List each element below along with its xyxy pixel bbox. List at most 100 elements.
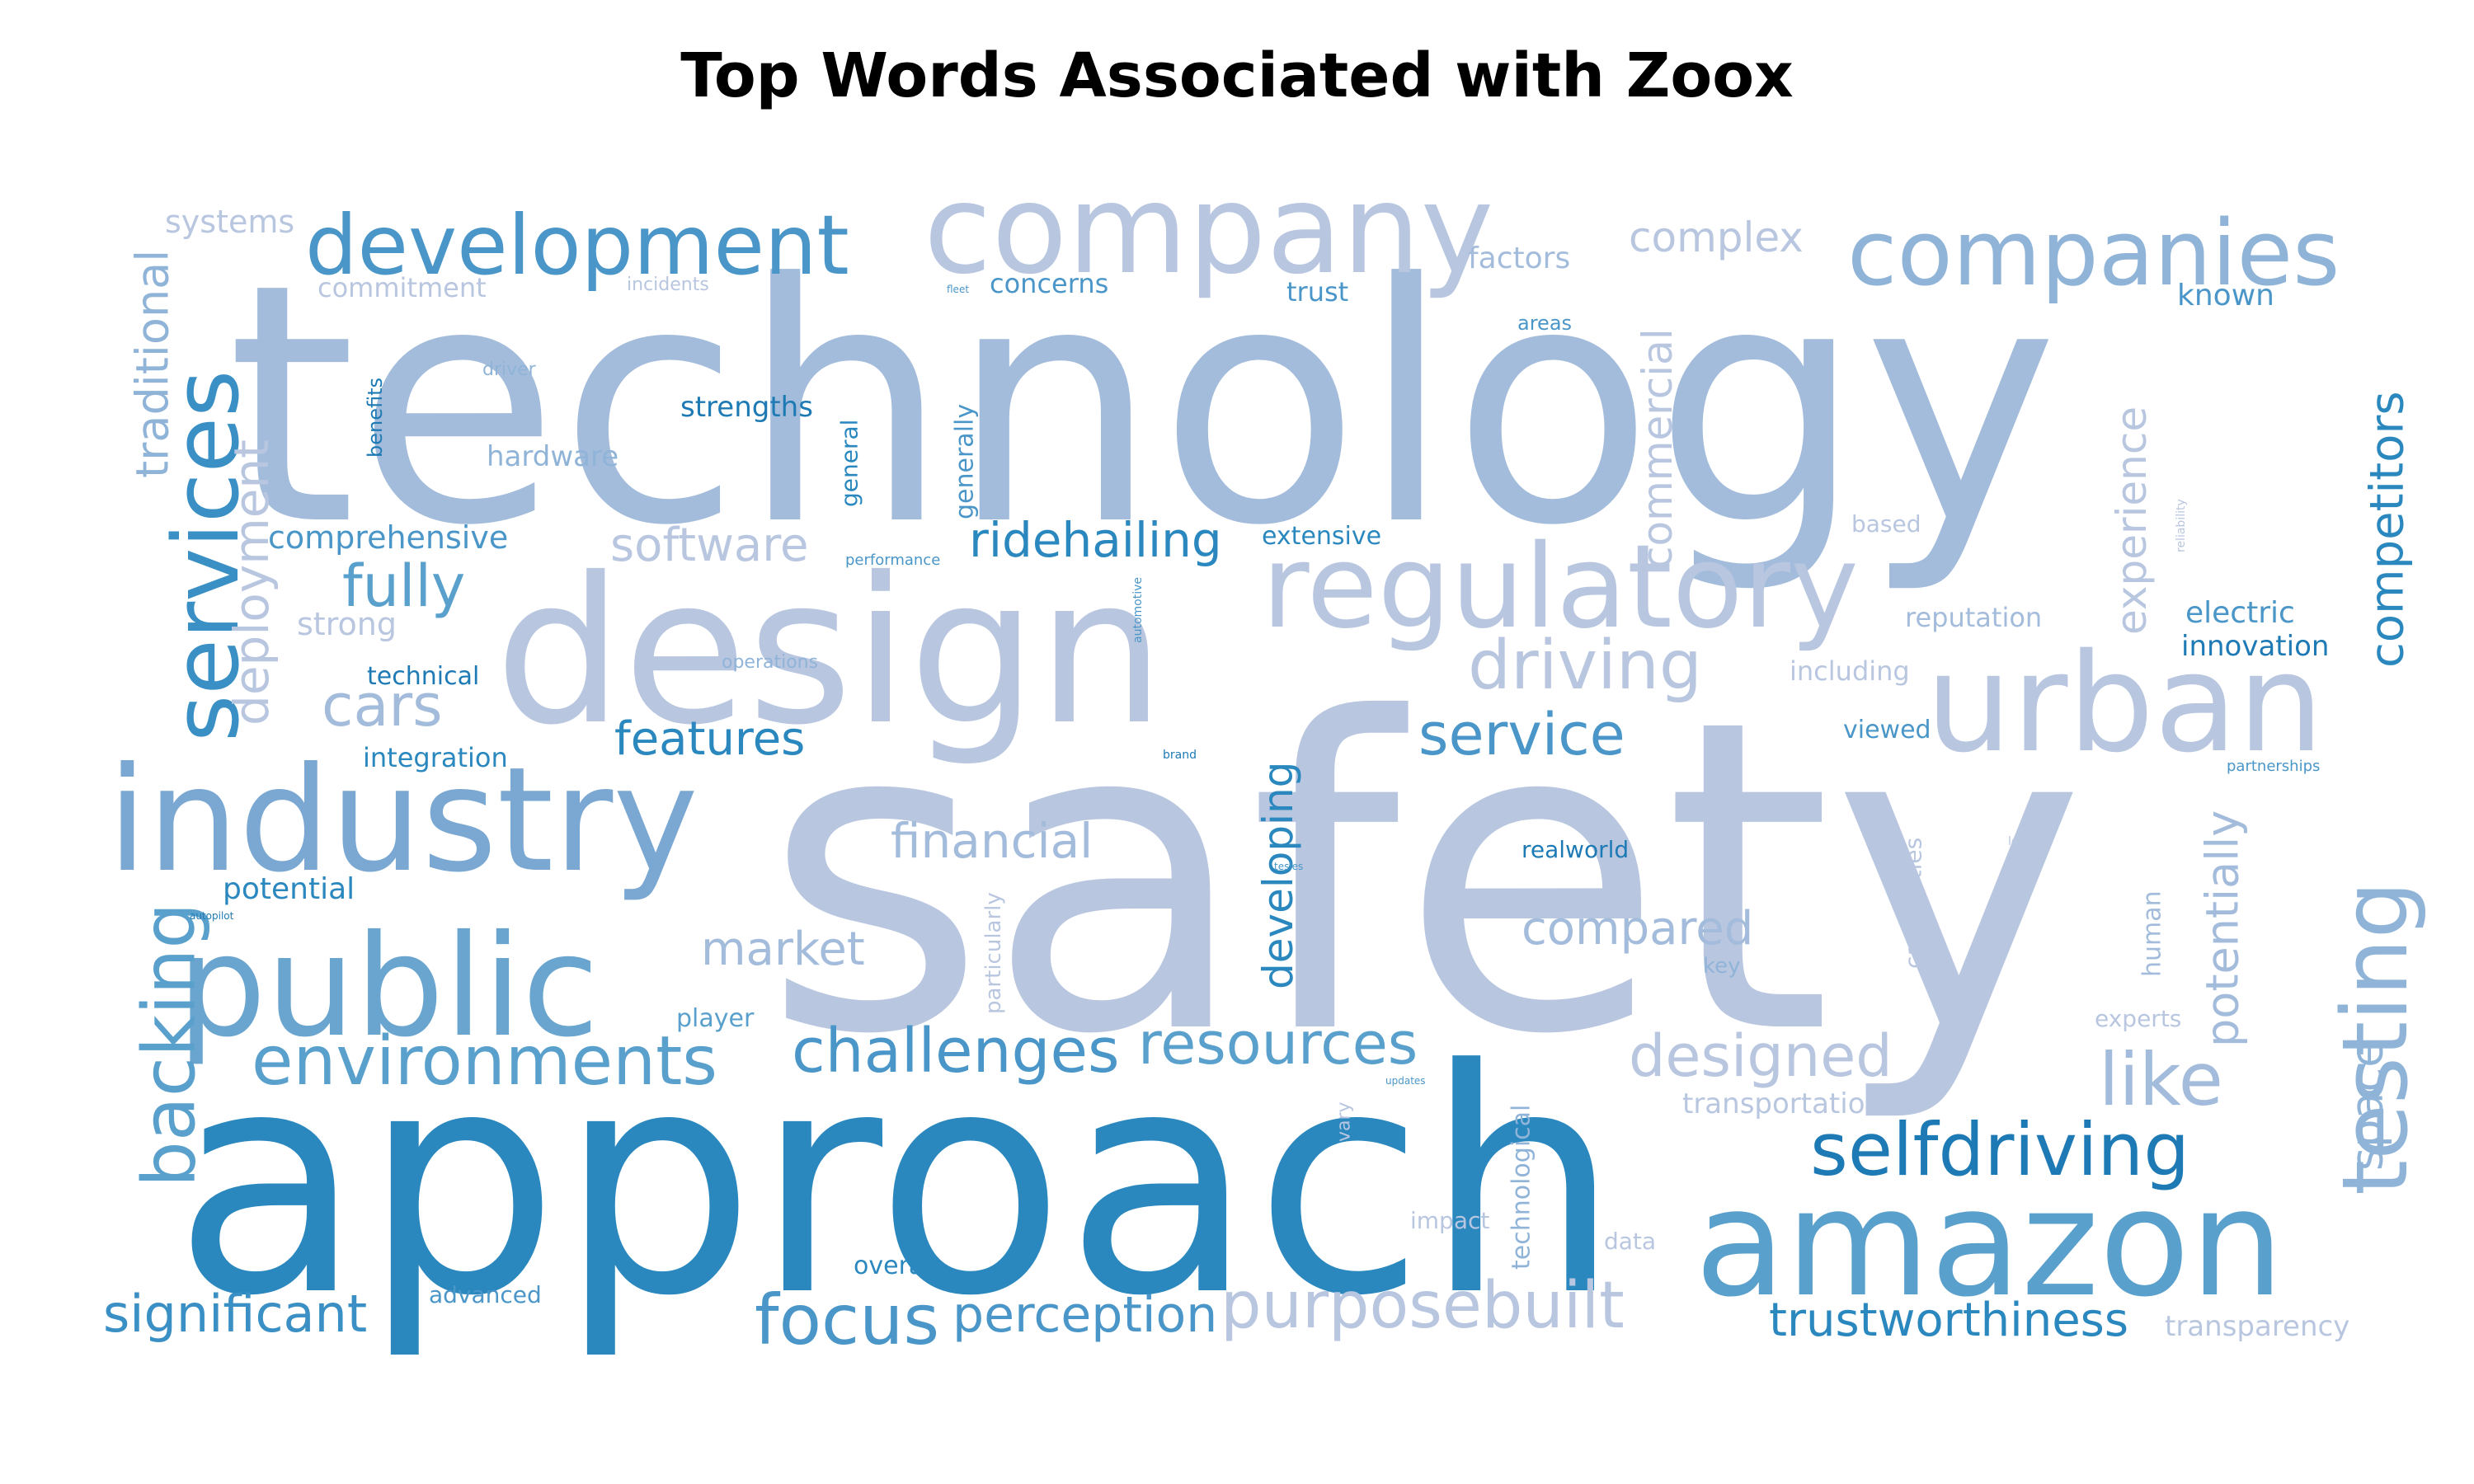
word-extensive: extensive [1262,522,1381,551]
word-experts: experts [2095,1005,2181,1032]
word-competitors: competitors [2361,391,2415,668]
word-based: based [1851,510,1921,538]
word-public: public [177,905,600,1068]
word-significant: significant [103,1284,367,1344]
word-concerns: concerns [990,268,1108,299]
word-player: player [676,1004,755,1033]
word-complex: complex [1629,214,1804,261]
word-advanced: advanced [429,1281,542,1308]
word-incidents: incidents [627,275,709,295]
word-particularly: particularly [981,892,1006,1014]
word-ridehailing: ridehailing [969,512,1222,568]
word-environments: environments [252,1022,717,1101]
word-regulatory: regulatory [1262,520,1859,655]
word-potentially: potentially [2197,810,2249,1047]
word-testing: testing [2322,881,2428,1195]
word-known: known [2177,279,2274,312]
word-performance: performance [845,552,940,569]
word-viewed: viewed [1843,716,1931,744]
word-trust: trust [1286,276,1348,308]
word-vary: vary [1334,1101,1355,1142]
word-capabilities: capabilities [1900,838,1927,969]
word-data: data [1604,1228,1656,1255]
word-fleet: fleet [947,284,969,295]
word-traditional: traditional [127,250,179,478]
word-safety: safety [763,628,2086,1128]
word-technology: technology [227,214,2058,598]
word-driver: driver [482,359,537,380]
word-space: space [2341,1040,2393,1171]
word-companies: companies [1847,200,2340,306]
word-design: design [495,534,1165,769]
chart-title: Top Words Associated with Zoox [680,40,1794,111]
word-leader: leader [2008,835,2045,848]
word-partnerships: partnerships [2227,758,2320,775]
word-technological: technological [1507,1105,1536,1270]
word-amazon: amazon [1695,1158,2284,1330]
word-hardware: hardware [487,440,618,473]
word-software: software [610,519,809,572]
word-challenges: challenges [792,1016,1120,1087]
word-transportation: transportation [1682,1087,1883,1120]
word-cars: cars [322,672,443,740]
word-market: market [701,923,865,976]
word-compared: compared [1522,902,1753,956]
word-realworld: realworld [1522,836,1629,863]
word-focus: focus [755,1280,939,1360]
word-development: development [305,197,849,294]
word-overall: overall [854,1252,938,1280]
word-benefits: benefits [364,378,387,458]
word-approach: approach [173,1004,1620,1364]
word-factors: factors [1468,242,1570,275]
word-trustworthiness: trustworthiness [1769,1294,2128,1347]
word-fully: fully [342,552,465,620]
word-resources: resources [1138,1010,1418,1078]
word-brand: brand [1163,749,1197,762]
word-updates: updates [1385,1075,1426,1087]
word-deployment: deployment [223,439,280,726]
word-tesles: tesles [1274,861,1303,872]
word-general: general [836,420,863,507]
word-features: features [614,712,805,766]
word-integration: integration [363,742,508,773]
word-electric: electric [2185,596,2295,630]
word-backing: backing [127,903,212,1187]
word-key: key [1703,954,1741,979]
word-urban: urban [1926,624,2324,782]
word-human: human [2138,890,2167,977]
word-reliability: reliability [2175,499,2188,552]
word-systems: systems [165,204,294,240]
word-commercial: commercial [1634,328,1681,569]
word-like: like [2099,1037,2223,1122]
word-strengths: strengths [680,391,813,424]
word-reputation: reputation [1905,602,2042,633]
word-generally: generally [951,404,980,519]
word-innovation: innovation [2181,630,2329,663]
word-company: company [924,158,1493,302]
word-driving: driving [1468,627,1702,705]
word-perception: perception [952,1286,1217,1344]
word-transparency: transparency [2165,1310,2349,1343]
word-comprehensive: comprehensive [268,519,508,556]
word-designed: designed [1629,1022,1893,1090]
word-areas: areas [1517,312,1572,335]
word-selfdriving: selfdriving [1810,1107,2189,1192]
word-automotive: automotive [1131,577,1145,643]
word-potential: potential [223,872,355,906]
word-services: services [153,370,259,742]
word-commitment: commitment [317,272,487,303]
word-autopilot: autopilot [190,910,234,922]
word-operations: operations [722,652,818,673]
word-service: service [1418,701,1625,768]
word-developing: developing [1254,762,1302,989]
word-technical: technical [367,662,479,691]
word-including: including [1790,655,1910,687]
word-industry: industry [107,737,698,904]
word-purposebuilt: purposebuilt [1221,1269,1625,1343]
word-strong: strong [297,606,397,642]
word-financial: financial [891,813,1093,869]
word-experience: experience [2108,406,2156,635]
word-impact: impact [1410,1207,1489,1234]
